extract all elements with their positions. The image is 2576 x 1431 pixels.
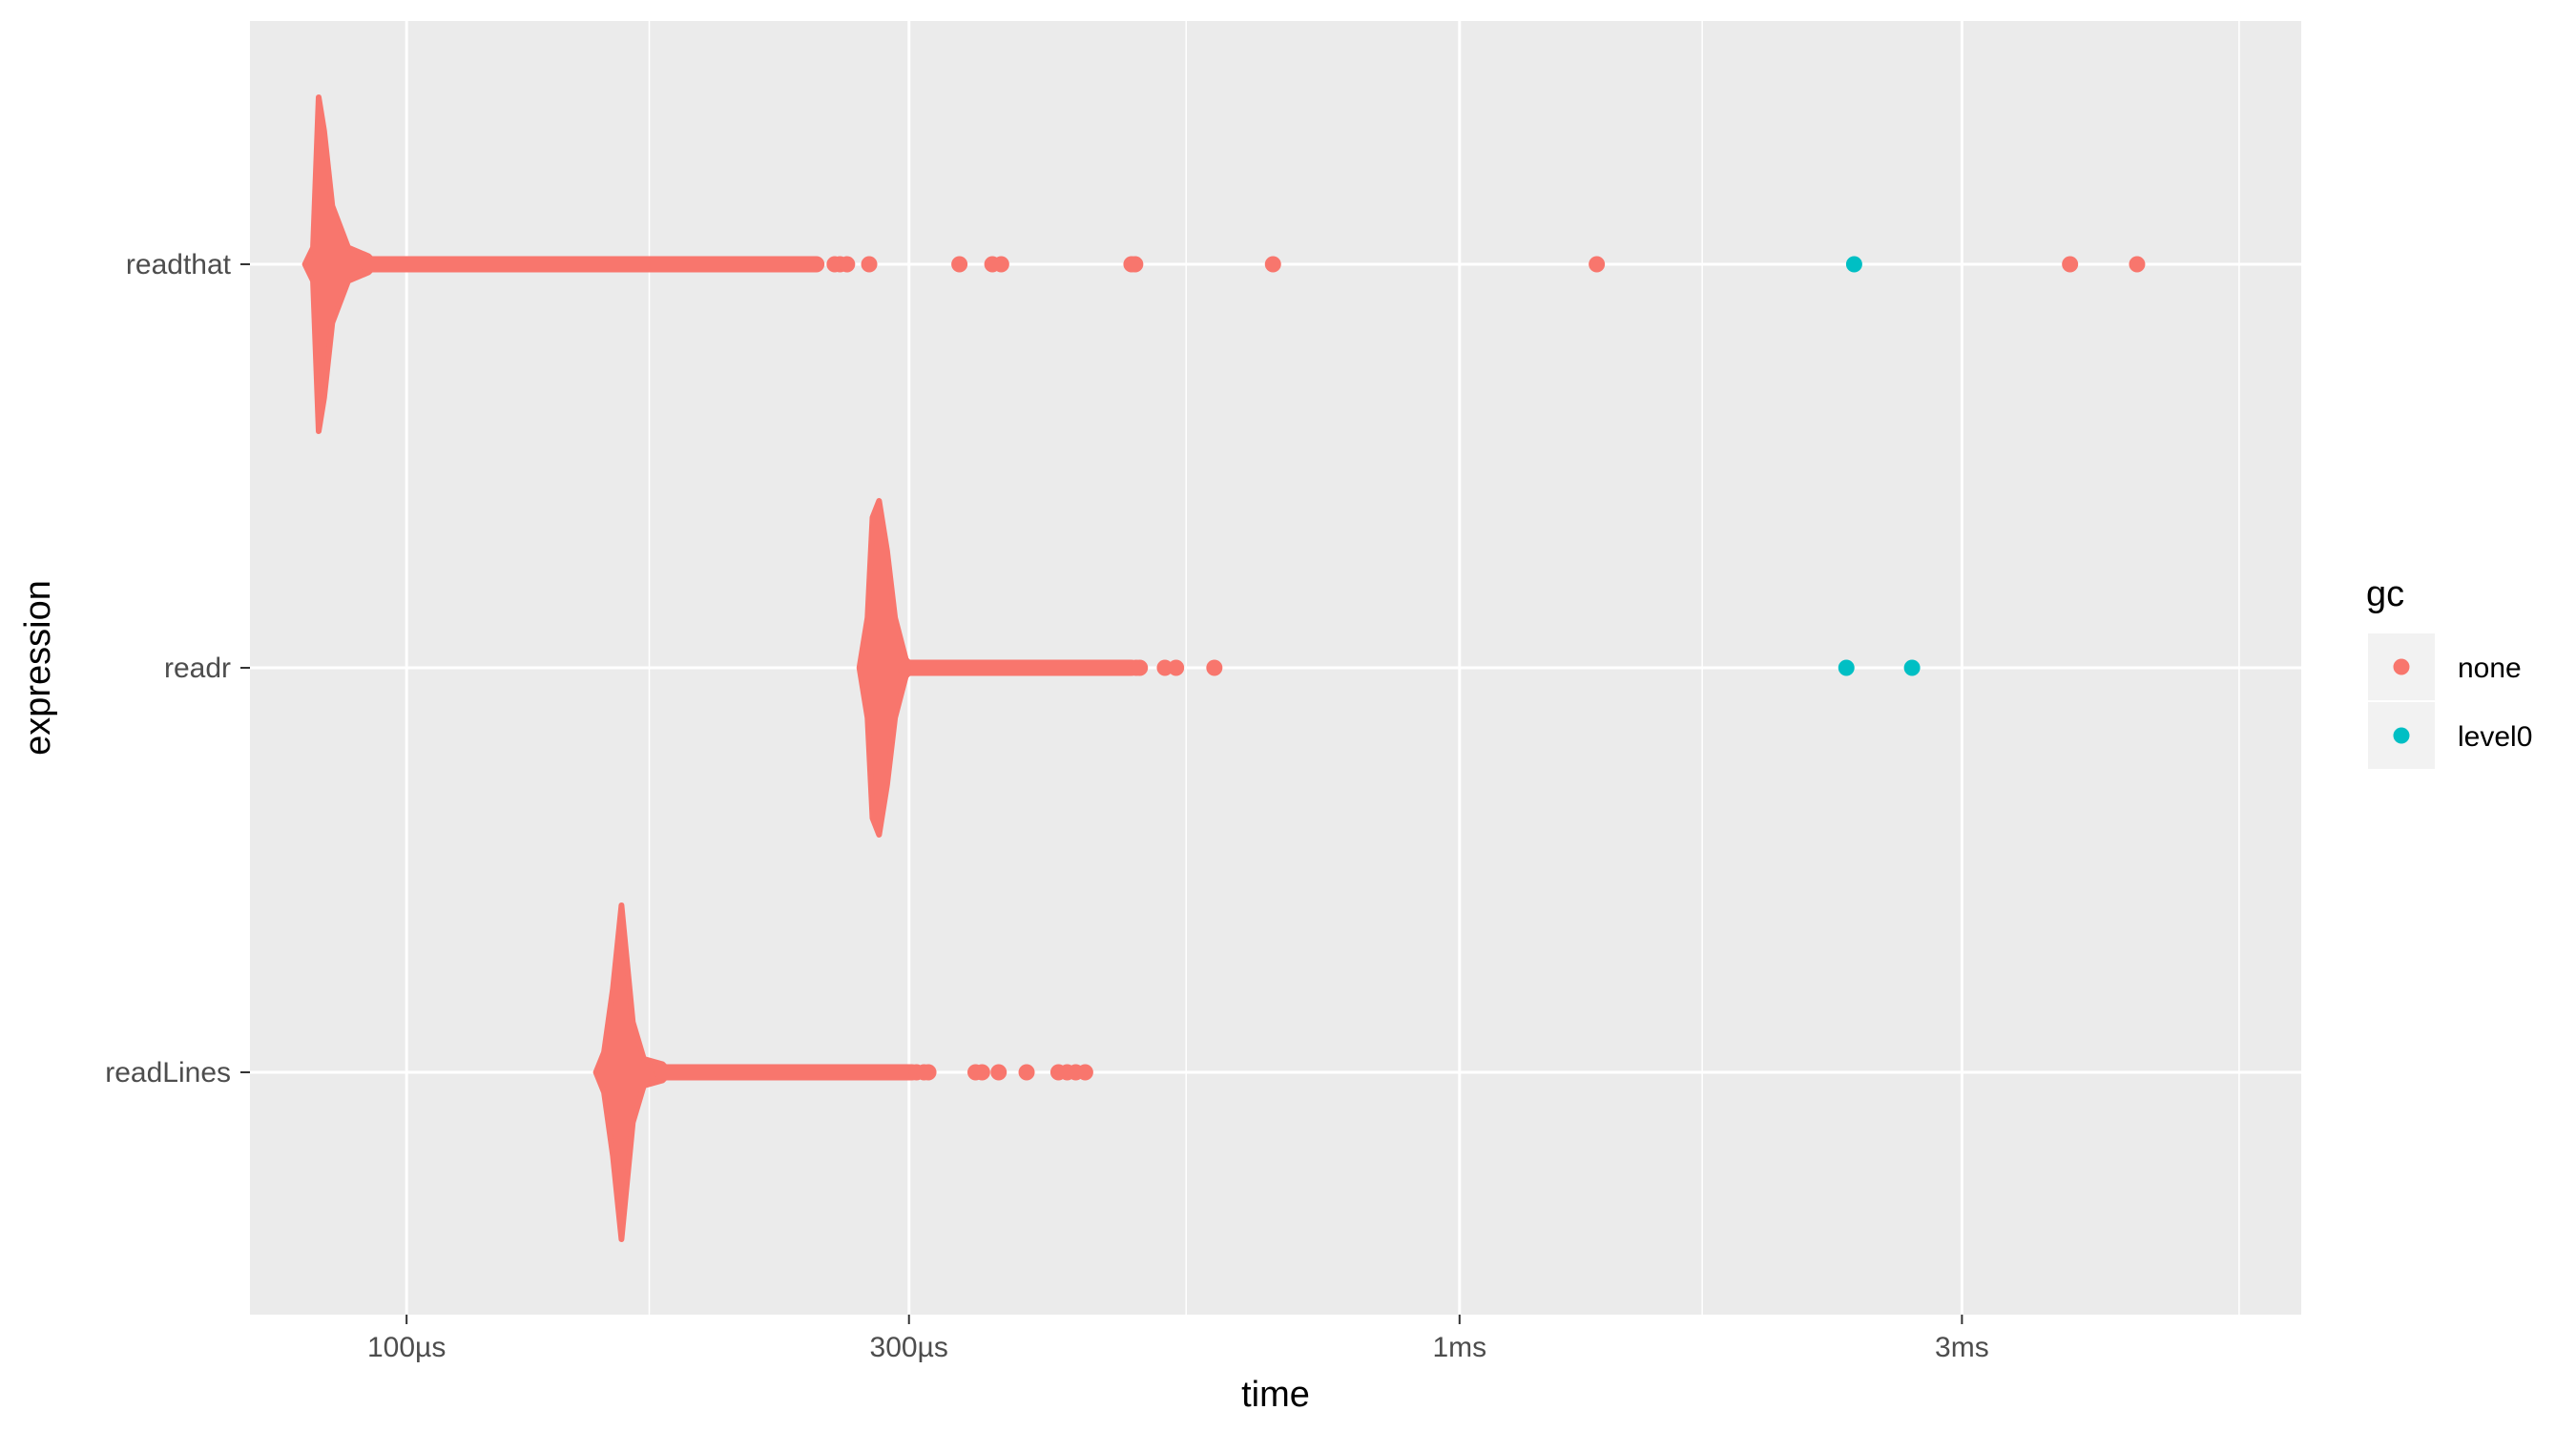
point-readthat [1264, 256, 1281, 273]
x-tick-label: 300µs [870, 1332, 948, 1363]
y-axis-title: expression [18, 580, 58, 756]
x-axis: 100µs 300µs 1ms 3ms [367, 1315, 1989, 1363]
point-readthat [2129, 256, 2146, 273]
legend-swatch-none [2393, 658, 2410, 675]
data-marks [301, 94, 2146, 1242]
legend-label-level0: level0 [2458, 721, 2532, 753]
y-tick-label: readthat [126, 249, 232, 280]
y-tick-label: readr [164, 653, 231, 684]
point-readthat [861, 256, 878, 273]
x-tick-label: 3ms [1935, 1332, 1989, 1363]
x-tick-label: 1ms [1432, 1332, 1486, 1363]
point-readr [1838, 659, 1855, 676]
legend-swatch-level0 [2393, 727, 2410, 744]
point-readthat [951, 256, 968, 273]
legend: gc none level0 [2366, 574, 2532, 769]
y-axis: readthat readr readLines [105, 249, 250, 1089]
point-readLines [920, 1064, 937, 1081]
point-readLines [973, 1064, 990, 1081]
y-tick-label: readLines [105, 1057, 231, 1089]
legend-label-none: none [2458, 653, 2522, 684]
point-readthat [1845, 256, 1862, 273]
point-readLines [1076, 1064, 1093, 1081]
legend-title: gc [2366, 574, 2404, 614]
x-tick-label: 100µs [367, 1332, 446, 1363]
point-readthat [1127, 256, 1144, 273]
x-axis-title: time [1241, 1375, 1310, 1415]
point-readr [1903, 659, 1921, 676]
point-readLines [990, 1064, 1008, 1081]
point-readthat [992, 256, 1009, 273]
point-readr [1132, 659, 1149, 676]
point-readr [1206, 659, 1223, 676]
point-readr [1168, 659, 1185, 676]
point-readthat [839, 256, 856, 273]
point-readr [1156, 659, 1174, 676]
point-readthat [2062, 256, 2079, 273]
point-readthat [1589, 256, 1606, 273]
point-readLines [1018, 1064, 1035, 1081]
